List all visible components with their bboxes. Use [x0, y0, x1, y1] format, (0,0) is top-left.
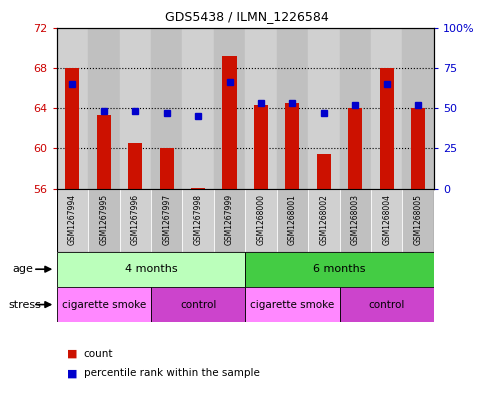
Bar: [222, 56, 237, 189]
Text: control: control: [368, 299, 405, 310]
Bar: [57, 287, 151, 322]
Bar: [57, 28, 88, 189]
Text: GSM1267995: GSM1267995: [99, 194, 108, 245]
Text: 6 months: 6 months: [314, 264, 366, 274]
Bar: [160, 148, 174, 189]
Bar: [191, 187, 205, 189]
Bar: [371, 189, 402, 252]
Bar: [277, 189, 308, 252]
Bar: [340, 189, 371, 252]
Bar: [182, 189, 214, 252]
Text: GDS5438 / ILMN_1226584: GDS5438 / ILMN_1226584: [165, 10, 328, 23]
Bar: [308, 189, 340, 252]
Bar: [380, 68, 394, 189]
Bar: [411, 108, 425, 189]
Bar: [128, 143, 142, 189]
Text: GSM1268003: GSM1268003: [351, 194, 360, 245]
Text: ■: ■: [67, 349, 77, 359]
Text: cigarette smoke: cigarette smoke: [62, 299, 146, 310]
Bar: [277, 28, 308, 189]
Text: percentile rank within the sample: percentile rank within the sample: [84, 368, 260, 378]
Bar: [119, 189, 151, 252]
Text: age: age: [12, 264, 33, 274]
Bar: [308, 28, 340, 189]
Bar: [57, 189, 88, 252]
Bar: [371, 28, 402, 189]
Text: GSM1267997: GSM1267997: [162, 194, 171, 245]
Text: GSM1267996: GSM1267996: [131, 194, 140, 245]
Bar: [214, 28, 246, 189]
Bar: [402, 28, 434, 189]
Text: control: control: [180, 299, 216, 310]
Bar: [245, 287, 340, 322]
Bar: [119, 28, 151, 189]
Bar: [317, 154, 331, 189]
Text: stress: stress: [9, 299, 42, 310]
Text: GSM1268002: GSM1268002: [319, 194, 328, 244]
Bar: [88, 189, 119, 252]
Text: cigarette smoke: cigarette smoke: [250, 299, 335, 310]
Text: GSM1267999: GSM1267999: [225, 194, 234, 245]
Bar: [348, 108, 362, 189]
Bar: [66, 68, 79, 189]
Bar: [285, 103, 299, 189]
Text: ■: ■: [67, 368, 77, 378]
Text: GSM1267994: GSM1267994: [68, 194, 77, 245]
Bar: [151, 28, 182, 189]
Text: GSM1268005: GSM1268005: [414, 194, 423, 245]
Bar: [182, 28, 214, 189]
Bar: [245, 252, 434, 287]
Bar: [402, 189, 434, 252]
Bar: [254, 105, 268, 189]
Bar: [245, 189, 277, 252]
Text: count: count: [84, 349, 113, 359]
Text: 4 months: 4 months: [125, 264, 177, 274]
Bar: [88, 28, 119, 189]
Bar: [151, 189, 182, 252]
Bar: [57, 252, 245, 287]
Text: GSM1268001: GSM1268001: [288, 194, 297, 244]
Bar: [245, 28, 277, 189]
Bar: [151, 287, 245, 322]
Bar: [340, 287, 434, 322]
Text: GSM1267998: GSM1267998: [194, 194, 203, 245]
Text: GSM1268000: GSM1268000: [256, 194, 266, 245]
Text: GSM1268004: GSM1268004: [382, 194, 391, 245]
Bar: [214, 189, 246, 252]
Bar: [97, 115, 111, 189]
Bar: [340, 28, 371, 189]
